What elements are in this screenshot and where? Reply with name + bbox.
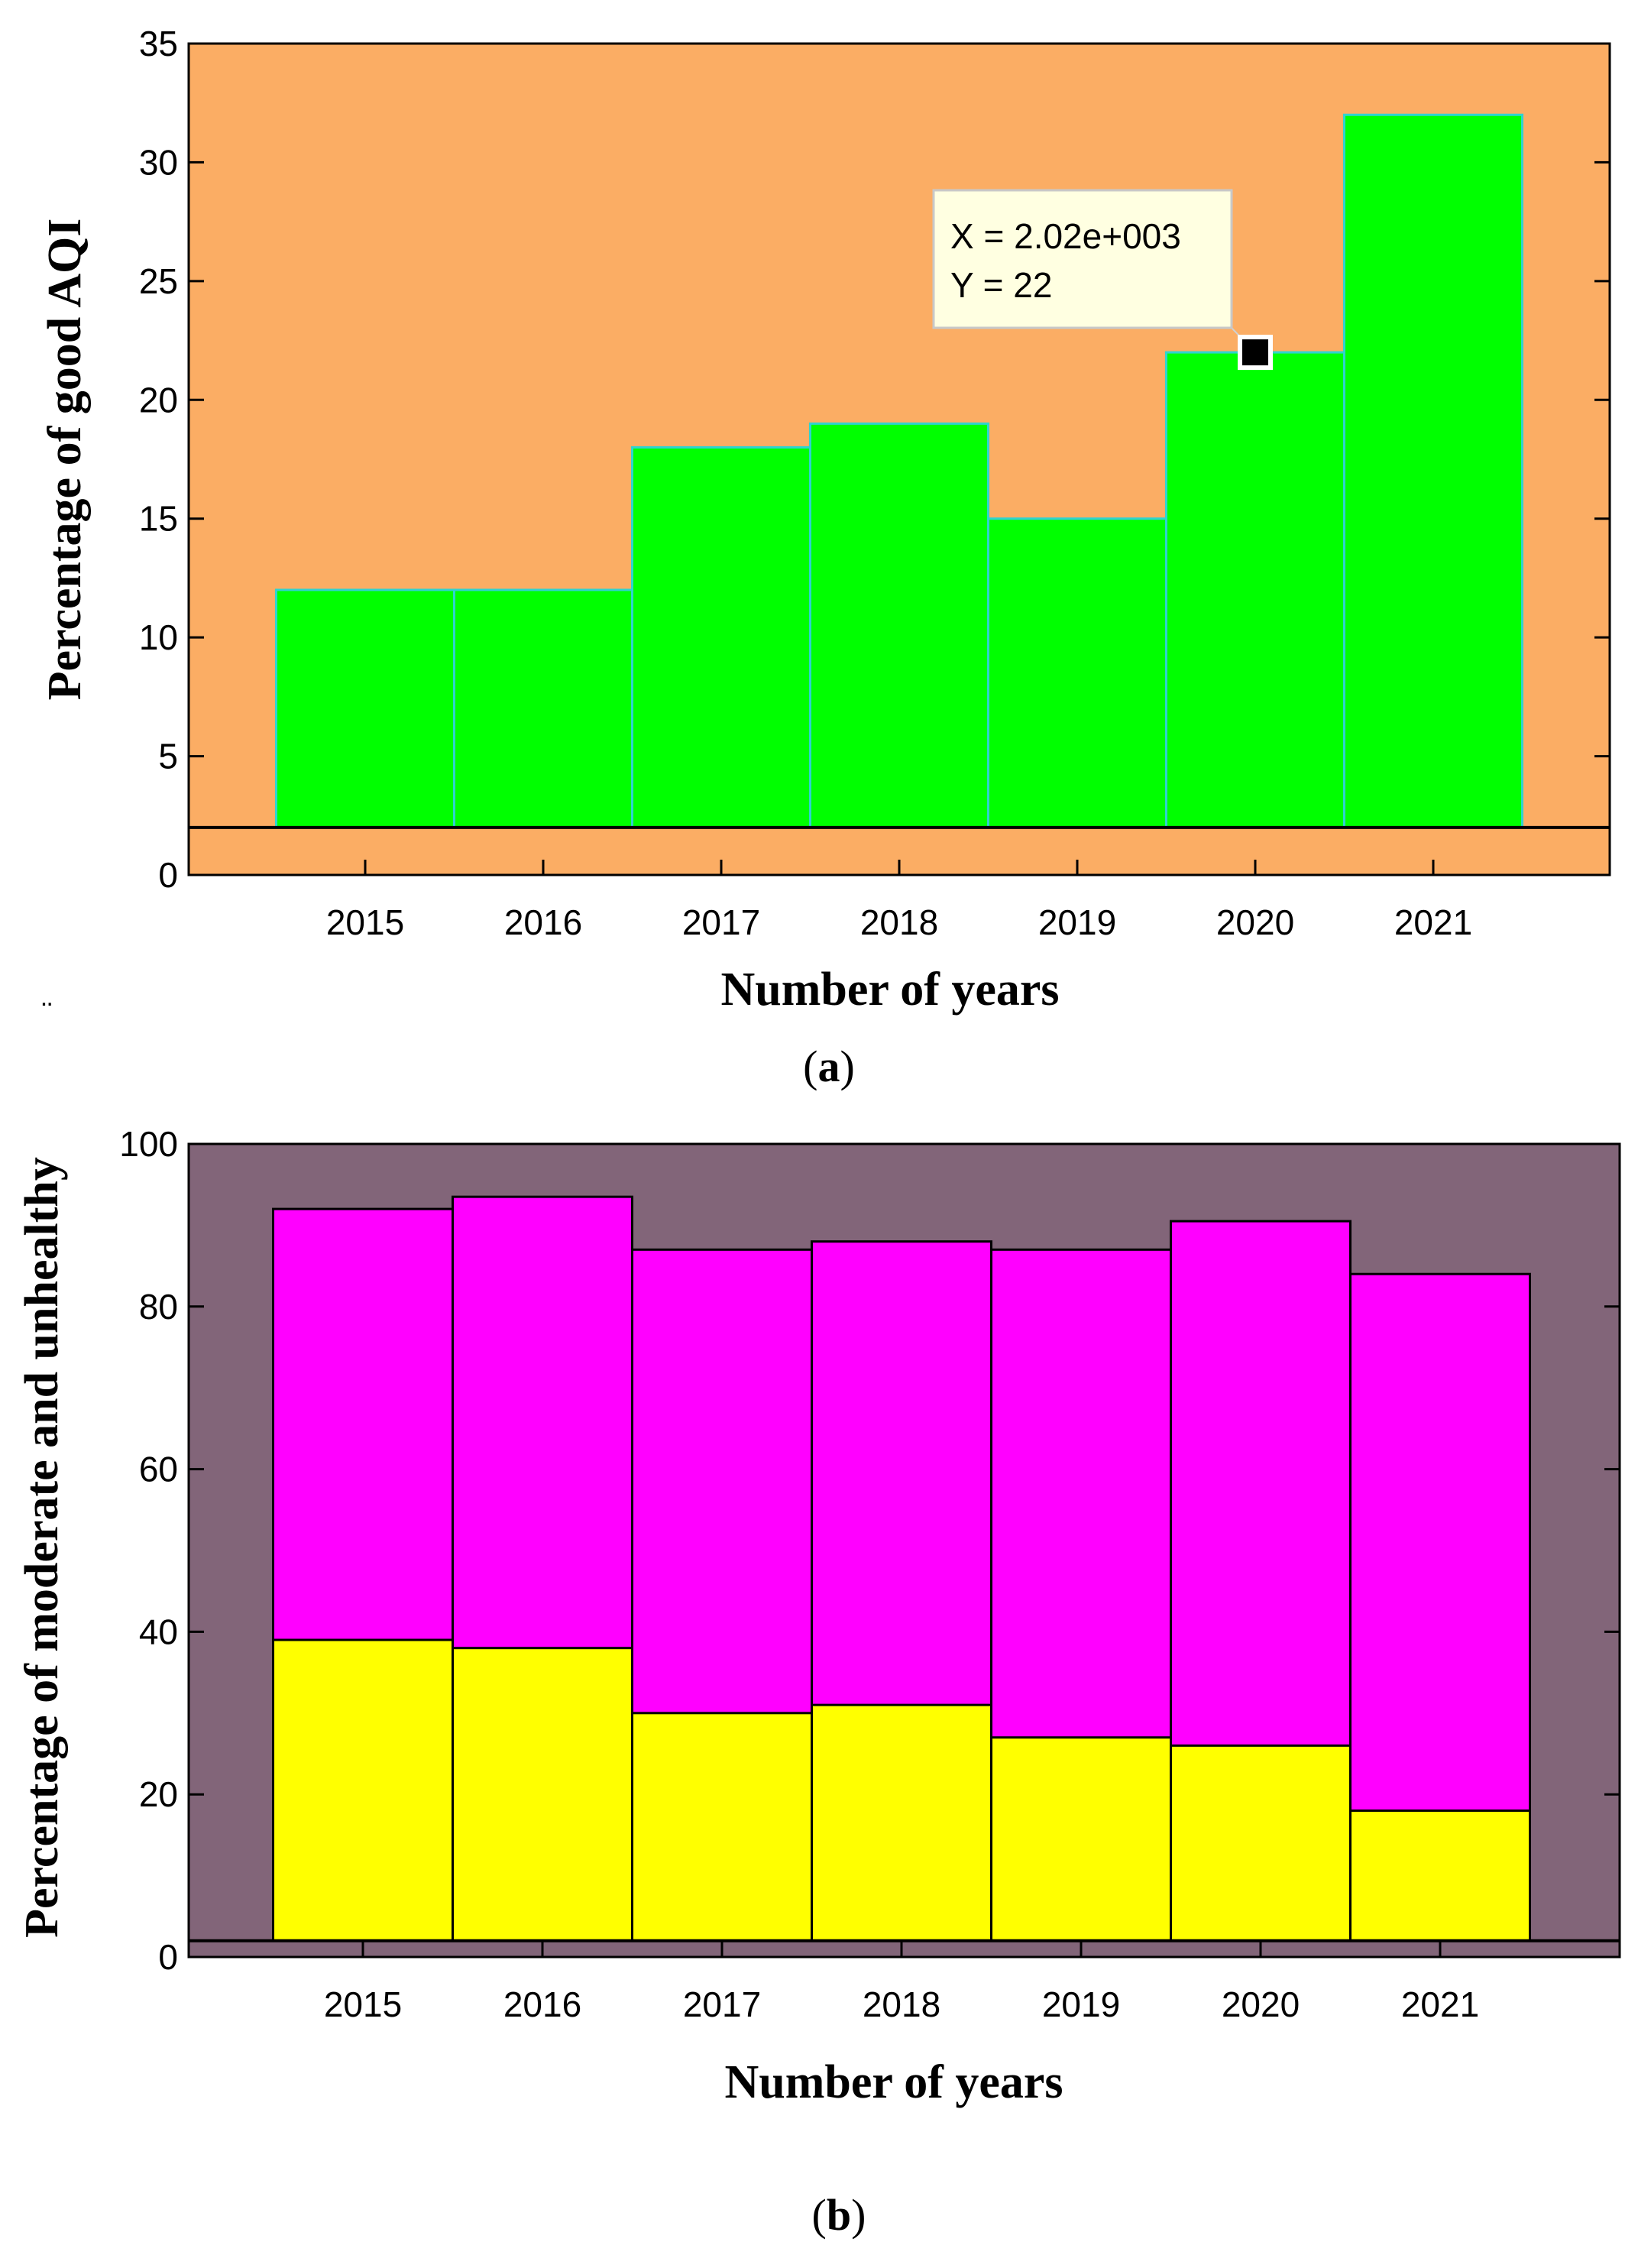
y-tick-label: 15 xyxy=(139,499,178,539)
panel-b-open-paren: ( xyxy=(812,2190,827,2240)
panel-a-close-paren: ) xyxy=(840,1042,855,1091)
y-tick-label: 80 xyxy=(139,1287,178,1327)
datatip-marker[interactable] xyxy=(1238,335,1273,371)
y-tick-label: 0 xyxy=(158,1937,178,1977)
bar-2016 xyxy=(453,588,633,829)
bar-moderate-2019 xyxy=(990,1736,1172,1942)
y-tick-label: 20 xyxy=(139,380,178,420)
bar-2015 xyxy=(275,588,455,829)
y-tick-label: 40 xyxy=(139,1612,178,1651)
x-tick-label: 2019 xyxy=(1042,1985,1120,2024)
panel-b-letter: b xyxy=(827,2190,851,2240)
panel-a-letter: a xyxy=(818,1042,840,1091)
x-tick-label: 2021 xyxy=(1394,902,1472,942)
bar-2021 xyxy=(1343,113,1523,829)
y-tick-label: 60 xyxy=(139,1450,178,1489)
x-tick-label: 2021 xyxy=(1401,1985,1479,2024)
datatip-box xyxy=(932,189,1233,329)
x-tick-label: 2020 xyxy=(1222,1985,1300,2024)
bar-2020 xyxy=(1165,351,1345,829)
bar-moderate-2016 xyxy=(452,1647,633,1942)
datatip-x-text: X = 2.02e+003 xyxy=(950,216,1181,256)
x-tick-label: 2019 xyxy=(1038,902,1116,942)
x-tick-label: 2015 xyxy=(326,902,404,942)
panel-b-close-paren: ) xyxy=(851,2190,866,2240)
x-tick-label: 2018 xyxy=(863,1985,940,2024)
x-tick-label: 2020 xyxy=(1216,902,1294,942)
y-tick-label: 35 xyxy=(139,24,178,63)
bar-moderate-2015 xyxy=(272,1638,454,1942)
chart-a-bars xyxy=(275,113,1523,829)
bar-2019 xyxy=(987,517,1167,829)
chart-b-xlabel: Number of years xyxy=(724,2056,1063,2108)
chart-b: 0 20 40 60 80 100 2015 2016 2017 2018 2019 2020 202… xyxy=(16,1124,1621,2240)
bar-moderate-2018 xyxy=(811,1703,992,1942)
bar-2017 xyxy=(631,446,811,829)
x-tick-label: 2016 xyxy=(503,1985,581,2024)
y-tick-label: 25 xyxy=(139,261,178,301)
y-tick-label: 30 xyxy=(139,142,178,182)
chart-b-bars xyxy=(272,1195,1531,1942)
x-tick-label: 2016 xyxy=(504,902,582,942)
bar-2018 xyxy=(809,422,989,829)
panel-a-open-paren: ( xyxy=(803,1042,817,1091)
panel-label-b: (b) xyxy=(812,2190,866,2240)
y-tick-label: 5 xyxy=(158,737,178,776)
chart-a-x-ticks: 2015 2016 2017 2018 2019 2020 2021 xyxy=(326,860,1472,942)
y-tick-label: 100 xyxy=(119,1124,178,1164)
chart-b-ylabel: Percentage of moderate and unhealthy xyxy=(16,1157,68,1938)
x-tick-label: 2017 xyxy=(682,902,760,942)
y-tick-label: 10 xyxy=(139,617,178,657)
y-tick-label: 0 xyxy=(158,855,178,895)
bar-moderate-2017 xyxy=(631,1712,813,1942)
bar-moderate-2020 xyxy=(1170,1744,1352,1942)
datatip[interactable]: X = 2.02e+003 Y = 22 xyxy=(932,189,1273,371)
chart-b-y-ticks: 0 20 40 60 80 100 xyxy=(119,1124,1620,1977)
chart-a-ylabel: Percentage of good AQI xyxy=(39,219,91,701)
chart-b-x-ticks: 2015 2016 2017 2018 2019 2020 2021 xyxy=(324,1942,1479,2024)
x-tick-label: 2018 xyxy=(860,902,938,942)
y-tick-label: 20 xyxy=(139,1774,178,1814)
x-tick-label: 2017 xyxy=(683,1985,761,2024)
chart-a-xlabel: Number of years xyxy=(720,964,1059,1016)
panel-label-a: (a) xyxy=(803,1042,855,1091)
chart-a-y-ticks: 0 5 10 15 20 25 30 35 xyxy=(139,24,1610,895)
datatip-y-text: Y = 22 xyxy=(950,265,1052,305)
stray-mark: ¨ xyxy=(42,997,52,1031)
bar-moderate-2021 xyxy=(1349,1809,1531,1942)
x-tick-label: 2015 xyxy=(324,1985,402,2024)
